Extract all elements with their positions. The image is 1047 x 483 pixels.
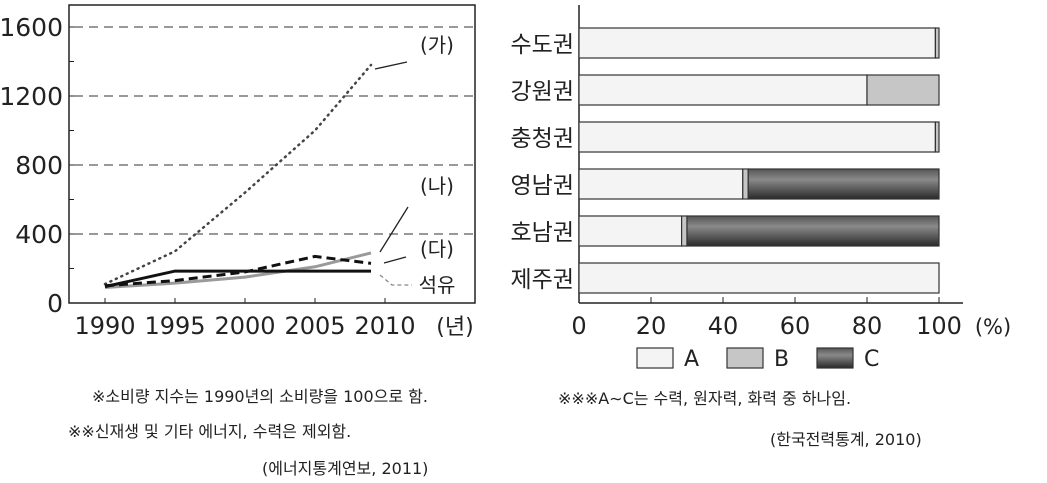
leader-line	[379, 206, 409, 253]
bar-segment-B	[934, 27, 940, 59]
bar-segment-A	[578, 262, 940, 294]
legend-swatch	[726, 347, 764, 369]
legend-label: C	[864, 347, 879, 372]
legend-swatch	[636, 347, 674, 369]
bar-segment-C	[747, 168, 940, 200]
x-axis-label: (%)	[975, 315, 1011, 339]
x-tick-label: 2005	[284, 312, 345, 340]
category-label: 충청권	[511, 126, 574, 152]
series-label: (가)	[420, 33, 454, 57]
y-tick-label: 1200	[0, 82, 63, 111]
bar-segment-A	[578, 215, 683, 247]
plot-frame	[68, 4, 476, 304]
series-line	[104, 269, 371, 289]
bar-segment-A	[578, 27, 936, 59]
legend-label: A	[684, 347, 699, 372]
leader-line	[379, 274, 412, 286]
y-tick-label: 1600	[0, 13, 63, 42]
bar-segment-B	[742, 168, 749, 200]
x-tick-label: 2010	[354, 312, 415, 340]
x-axis-label: (년)	[436, 315, 473, 340]
legend-label: B	[774, 347, 789, 372]
series-label: (다)	[420, 237, 454, 261]
bar-segment-B	[934, 121, 940, 153]
bar-segment-B	[866, 74, 940, 106]
series-line	[103, 63, 373, 286]
source-right: (한국전력통계, 2010)	[770, 430, 922, 449]
y-tick-label: 0	[47, 289, 63, 318]
x-tick-label: 0	[571, 312, 586, 340]
leader-line	[374, 61, 408, 70]
series-line	[104, 251, 372, 289]
series-label: (나)	[420, 174, 454, 198]
category-label: 수도권	[511, 32, 574, 58]
x-tick-label: 100	[916, 312, 962, 340]
legend-swatch	[816, 347, 854, 369]
y-tick-label: 400	[15, 220, 63, 249]
leader-line	[383, 256, 407, 264]
bar-segment-A	[578, 168, 744, 200]
category-label: 강원권	[511, 79, 574, 105]
x-tick-label: 40	[708, 312, 739, 340]
bar-segment-A	[578, 74, 868, 106]
source-left: (에너지통계연보, 2011)	[262, 459, 429, 478]
x-tick-label: 20	[636, 312, 667, 340]
x-tick-label: 1995	[144, 312, 205, 340]
note-left-2: ※※신재생 및 기타 에너지, 수력은 제외함.	[68, 422, 352, 441]
series-label: 석유	[419, 273, 456, 297]
bar-segment-C	[686, 215, 940, 247]
category-label: 제주권	[511, 267, 574, 293]
x-tick-label: 80	[852, 312, 883, 340]
x-tick-label: 1990	[74, 312, 135, 340]
x-tick-label: 2000	[214, 312, 275, 340]
note-left-1: ※소비량 지수는 1990년의 소비량을 100으로 함.	[92, 387, 428, 406]
category-label: 영남권	[511, 173, 574, 199]
note-right-1: ※※※A∼C는 수력, 원자력, 화력 중 하나임.	[558, 389, 852, 408]
bar-segment-A	[578, 121, 936, 153]
category-label: 호남권	[511, 220, 574, 246]
bar-segment-B	[680, 215, 688, 247]
x-tick-label: 60	[780, 312, 811, 340]
y-tick-label: 800	[15, 151, 63, 180]
